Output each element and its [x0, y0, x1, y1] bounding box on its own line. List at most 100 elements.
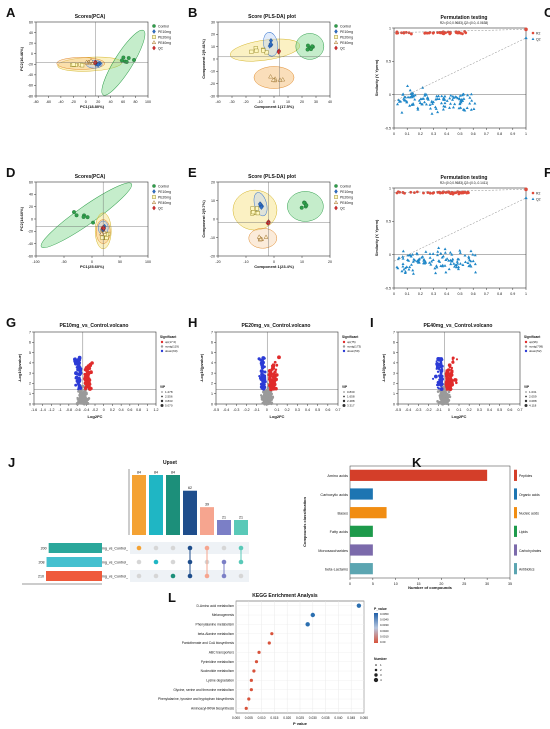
legend-entry: R2 [536, 191, 540, 195]
q2-point [411, 260, 415, 263]
vip-marker [524, 399, 528, 403]
x-tick-label: 0.7 [484, 292, 489, 296]
x-tick-label: 5 [372, 582, 374, 586]
pathway-label: D-Amino acid metabolism [196, 604, 234, 608]
vip-marker [161, 395, 163, 398]
r2-point [422, 191, 425, 195]
y-tick-label: 0 [213, 217, 215, 221]
q2-point [463, 253, 467, 257]
q2-point [463, 260, 467, 264]
nosig-point [261, 396, 265, 400]
plot-area [36, 22, 148, 96]
pathway-label: Phenylalanine metabolism [196, 623, 235, 627]
q2-point [424, 250, 428, 253]
q2-point [451, 94, 455, 98]
vip-marker [160, 399, 164, 403]
legend-marker [524, 340, 528, 344]
nosig-point [266, 395, 269, 398]
q2-point [461, 263, 465, 266]
data-point [152, 35, 156, 39]
q2-point [457, 106, 461, 110]
enrichment-point [252, 669, 256, 673]
nosig-point [261, 401, 264, 405]
q2-point [434, 264, 438, 267]
category-bar [350, 544, 373, 556]
q2-point [458, 262, 462, 265]
bar-value-label: 39 [205, 503, 209, 507]
q2-point [441, 254, 445, 258]
q2-point [458, 249, 462, 252]
q2-point [422, 259, 426, 262]
up-point [84, 387, 88, 391]
up-point [450, 366, 454, 370]
panel-i: PE40mg_vs_Control.volcano -0.5 -0.4 -0.3 -0.… [381, 323, 543, 419]
matrix-dot [153, 573, 159, 579]
pathway-label: ABC transporters [209, 651, 235, 655]
r2-point [409, 32, 413, 36]
matrix-dot [136, 573, 142, 579]
vip-entry: 3.317 [347, 404, 355, 408]
y-tick-label: 20 [29, 205, 33, 209]
legend-entry: PE20mg [340, 195, 353, 199]
q2-point [411, 272, 415, 275]
data-point [126, 56, 131, 60]
x-tick-label: -0.1 [254, 408, 260, 412]
x-tick-label: 15 [417, 582, 421, 586]
intersection-bar [132, 475, 146, 535]
q2-point [456, 257, 460, 261]
x-tick-label: 0.6 [507, 408, 512, 412]
q2-point [427, 261, 431, 264]
q2-point [443, 105, 447, 108]
nosig-point [268, 399, 271, 403]
down-point [77, 372, 82, 377]
x-tick-label: 0.2 [285, 408, 290, 412]
legend-entry: Control [340, 184, 351, 188]
y-tick-label: 7 [211, 330, 213, 334]
data-point [304, 203, 309, 208]
vip-entry: 4.118 [529, 404, 537, 408]
matrix-dot [221, 545, 227, 551]
q2-point [459, 99, 463, 102]
up-point [447, 363, 452, 368]
y-tick-label: 7 [29, 330, 31, 334]
up-point [85, 383, 88, 386]
q2-point [447, 267, 451, 271]
legend-marker [524, 345, 528, 348]
pathway-label: Pantothenate and CoA biosynthesis [182, 641, 235, 645]
nosig-point [81, 388, 84, 391]
q2-point [401, 264, 405, 268]
panel-title: KEGG Enrichment Analysis [252, 593, 318, 599]
legend-entry: PE40mg [158, 201, 171, 205]
panel-label-e: E [188, 165, 197, 180]
x-tick-label: 0.9 [510, 292, 515, 296]
q2-point [412, 257, 416, 261]
y-tick-label: -30 [210, 94, 215, 98]
q2-point [474, 270, 478, 274]
up-point [87, 378, 92, 382]
x-tick-label: -1.6 [31, 408, 37, 412]
r2-point [436, 31, 439, 34]
q2-point [420, 102, 424, 106]
legend-marker [160, 345, 164, 348]
x-tick-label: -0.3 [233, 408, 239, 412]
r2-point [428, 31, 432, 34]
q2-point [433, 105, 437, 109]
legend-entry: Organic acids [519, 493, 540, 497]
nosig-point [86, 401, 90, 406]
q2-point [441, 107, 445, 111]
q2-point [453, 265, 457, 268]
x-tick-label: 0.2 [418, 292, 423, 296]
x-tick-label: 0 [349, 582, 351, 586]
up-point [267, 373, 272, 377]
q2-point [401, 255, 405, 258]
down-point [260, 372, 264, 377]
y-tick-label: 0 [213, 57, 215, 61]
legend-title: Significant [524, 335, 541, 339]
x-tick-label: -0.4 [83, 408, 89, 412]
plot-area [218, 182, 330, 256]
down-point [77, 363, 81, 367]
data-point [334, 195, 338, 199]
q2-point [405, 99, 409, 103]
nosig-point [447, 393, 451, 397]
q2-point [451, 105, 455, 109]
